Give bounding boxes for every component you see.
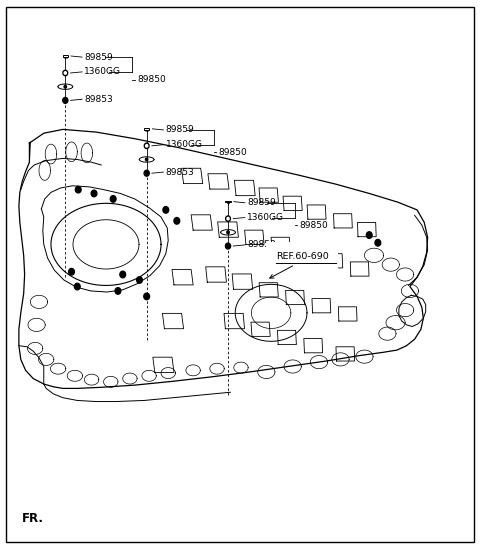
Circle shape: [75, 186, 81, 193]
Circle shape: [120, 271, 126, 278]
Circle shape: [145, 158, 148, 161]
Circle shape: [74, 283, 80, 290]
Text: 89859: 89859: [84, 53, 113, 61]
Circle shape: [115, 288, 121, 294]
Circle shape: [144, 143, 149, 149]
Circle shape: [110, 195, 116, 202]
FancyBboxPatch shape: [226, 201, 231, 203]
FancyBboxPatch shape: [144, 128, 149, 130]
Text: 89850: 89850: [300, 221, 329, 229]
Circle shape: [227, 217, 229, 220]
Circle shape: [174, 217, 180, 224]
Text: 89850: 89850: [137, 75, 166, 84]
FancyBboxPatch shape: [63, 55, 68, 57]
Circle shape: [144, 170, 149, 176]
Circle shape: [145, 144, 148, 147]
Circle shape: [69, 268, 74, 275]
Circle shape: [226, 243, 230, 249]
Text: 1360GG: 1360GG: [247, 213, 284, 222]
Circle shape: [366, 232, 372, 238]
Text: 89850: 89850: [218, 148, 247, 157]
Circle shape: [64, 72, 66, 74]
Circle shape: [163, 206, 168, 213]
Circle shape: [64, 85, 67, 88]
Text: 1360GG: 1360GG: [166, 140, 203, 149]
Circle shape: [63, 70, 68, 76]
Circle shape: [375, 239, 381, 246]
Text: 89859: 89859: [166, 125, 194, 135]
Circle shape: [144, 293, 150, 300]
Circle shape: [226, 216, 230, 221]
Text: REF.60-690: REF.60-690: [276, 252, 329, 261]
Text: 1360GG: 1360GG: [84, 68, 121, 76]
Text: 89859: 89859: [247, 198, 276, 208]
Circle shape: [227, 231, 229, 234]
Text: 89853: 89853: [166, 167, 194, 177]
Circle shape: [91, 190, 97, 197]
Circle shape: [63, 97, 68, 103]
Text: FR.: FR.: [22, 512, 44, 525]
Text: 89853: 89853: [247, 240, 276, 249]
Circle shape: [137, 277, 143, 283]
Text: 89853: 89853: [84, 95, 113, 104]
